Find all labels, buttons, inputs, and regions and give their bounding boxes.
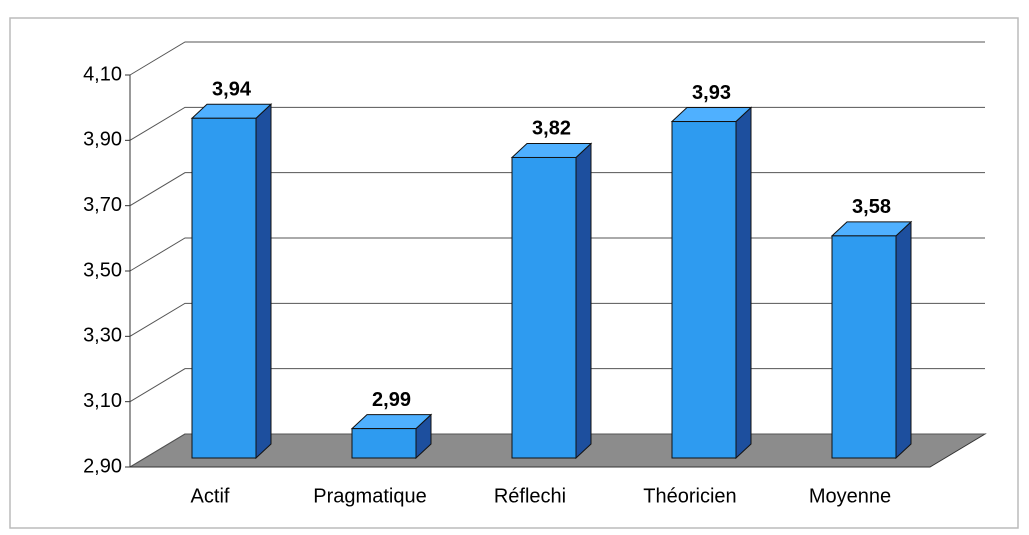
- value-label: 3,94: [212, 79, 252, 101]
- y-tick-label: 3,90: [83, 129, 122, 151]
- bar: [511, 156, 577, 459]
- value-label: 3,58: [852, 196, 891, 218]
- bar-side: [895, 220, 912, 460]
- bar: [831, 235, 897, 459]
- value-label: 2,99: [372, 389, 411, 411]
- y-tick-label: 2,90: [83, 455, 122, 477]
- bar: [191, 117, 257, 459]
- y-tick-label: 3,10: [83, 390, 122, 412]
- bar: [351, 428, 417, 459]
- y-tick-label: 3,30: [83, 325, 122, 347]
- x-tick-label: Actif: [191, 485, 230, 507]
- y-tick-label: 4,10: [83, 63, 122, 85]
- x-tick-label: Théoricien: [643, 485, 736, 507]
- x-tick-label: Moyenne: [809, 485, 891, 507]
- y-tick-label: 3,50: [83, 259, 122, 281]
- bar-side: [735, 106, 752, 460]
- x-tick-label: Réflechi: [494, 485, 566, 507]
- y-tick-label: 3,70: [83, 194, 122, 216]
- x-tick-label: Pragmatique: [313, 485, 426, 507]
- grid-line: [129, 41, 985, 76]
- bar: [671, 121, 737, 459]
- bar-side: [255, 103, 272, 460]
- value-label: 3,93: [692, 82, 731, 104]
- bar-side: [575, 142, 592, 460]
- value-label: 3,82: [532, 118, 571, 140]
